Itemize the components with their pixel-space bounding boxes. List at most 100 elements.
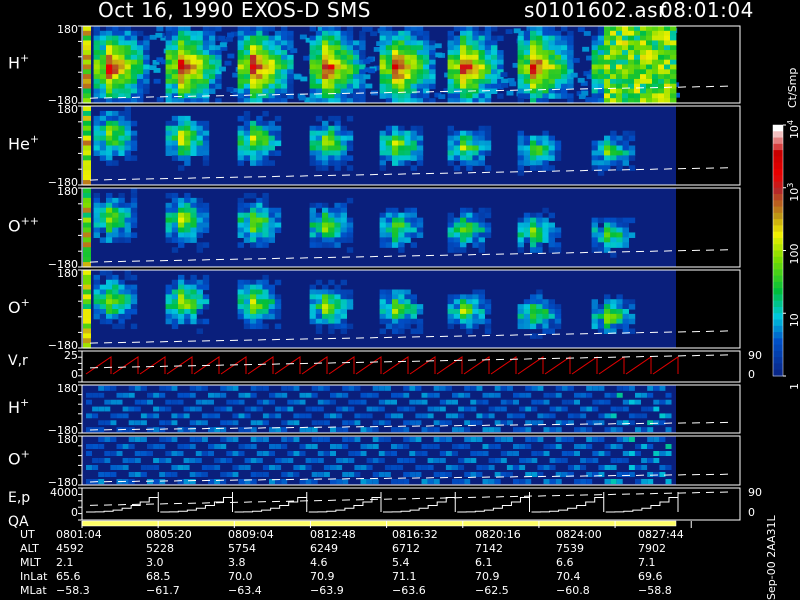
heatmap-cell [433,444,440,449]
heatmap-cell [647,420,654,426]
heatmap-cell [340,93,347,99]
heatmap-cell [153,413,160,419]
heatmap-cell [653,420,660,426]
heatmap-cell [549,427,556,432]
heatmap-cell [178,274,185,281]
heatmap-cell [243,318,251,325]
heatmap-cell [453,130,461,137]
heatmap-cell [622,313,629,320]
heatmap-cell [106,217,113,224]
heatmap-cell [334,135,341,142]
heatmap-cell [628,50,635,56]
heatmap-cell [262,59,269,66]
heatmap-cell [243,313,251,320]
heatmap-cell [256,35,263,42]
heatmap-cell [334,155,341,161]
heatmap-cell [195,420,202,426]
heatmap-cell [124,202,131,209]
heatmap-cell [525,392,532,398]
heatmap-cell [130,155,138,161]
heatmap-cell [554,309,562,315]
heatmap-cell [658,74,665,80]
heatmap-cell [597,26,605,32]
heatmap-cell [410,45,417,51]
heatmap-cell [466,45,473,51]
heatmap-cell [315,217,323,224]
heatmap-cell [209,74,216,80]
heatmap-cell [130,64,138,70]
info-row-ut: UT 0801:04 0805:20 0809:04 0812:48 0816:32 082… [0,528,700,544]
heatmap-cell [554,318,562,325]
heatmap-cell [659,465,666,470]
heatmap-cell [215,64,222,70]
heatmap-cell [410,318,417,325]
sweep-trace [234,492,308,513]
heatmap-cell [112,222,119,229]
heatmap-cell [256,399,263,405]
heatmap-cell [124,83,131,90]
heatmap-cell [646,50,653,56]
heatmap-cell [250,323,257,330]
heatmap-cell [328,212,335,219]
heatmap-cell [189,420,196,426]
heatmap-cell [202,242,210,248]
heatmap-cell [328,74,335,80]
heatmap-cell [616,386,623,391]
heatmap-cell [262,472,269,477]
info-row-mlat: MLat −58.3 −61.7 −63.4 −63.9 −63.6 −62.5 −60.8−… [0,584,700,600]
heatmap-cell [202,69,210,75]
heatmap-cell [460,64,467,70]
heatmap-cell [392,304,399,310]
heatmap-cell [416,88,424,94]
heatmap-cell [256,26,263,32]
reference-dashed-line [89,491,729,506]
heatmap-cell [453,50,461,56]
heatmap-cell [523,83,531,90]
heatmap-cell [281,59,288,66]
heatmap-cell [243,54,251,61]
heatmap-cell [616,392,623,398]
heatmap-cell [156,96,164,102]
heatmap-cell [274,74,282,80]
heatmap-cell [530,30,537,37]
heatmap-cell [165,98,172,104]
heatmap-cell [523,59,531,66]
heatmap-cell [178,313,185,320]
heatmap-cell [447,217,454,224]
heatmap-cell [531,472,538,477]
heatmap-cell [190,130,197,137]
heatmap-cell [243,227,251,234]
sweep-trace [382,355,409,375]
heatmap-cell [281,88,288,94]
heatmap-cell [379,130,386,137]
heatmap-cell [523,64,531,70]
heatmap-cell [517,318,524,325]
heatmap-cell [403,386,410,391]
heatmap-cell [244,465,251,470]
heatmap-cell [379,294,386,300]
file-name: s0101602.asr [524,0,667,22]
heatmap-cell [543,427,550,432]
heatmap-cell [464,392,471,398]
heatmap-cell [336,413,343,419]
heatmap-cell [209,83,216,90]
heatmap-cell [379,145,386,152]
heatmap-cell [244,392,251,398]
heatmap-cell [93,212,100,219]
heatmap-h-low [82,385,676,433]
heatmap-cell [184,125,191,132]
heatmap-cell [99,318,107,325]
heatmap-cell [328,83,335,90]
heatmap-cell [178,59,185,66]
heatmap-cell [83,289,91,295]
heatmap-cell [184,69,191,75]
heatmap-cell [268,140,275,147]
heatmap-cell [178,150,185,156]
heatmap-cell [274,64,282,70]
heatmap-cell [542,155,549,161]
heatmap-cell [202,135,210,142]
heatmap-cell [190,40,197,46]
heatmap-cell [137,59,144,66]
heatmap-cell [165,406,172,412]
heatmap-cell [580,81,588,86]
